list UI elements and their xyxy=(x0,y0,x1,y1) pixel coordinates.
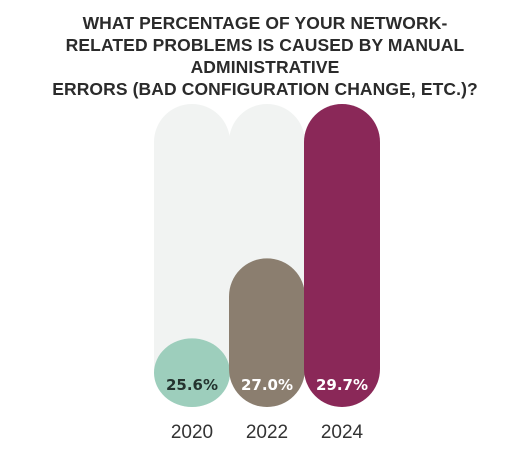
x-tick-label-2020: 2020 xyxy=(171,422,213,443)
x-tick-label-2022: 2022 xyxy=(246,422,288,443)
data-label-2022: 27.0% xyxy=(241,376,293,394)
data-label-2024: 29.7% xyxy=(316,376,368,394)
bar-2022 xyxy=(229,258,305,407)
data-label-2020: 25.6% xyxy=(166,376,218,394)
bar-track-2020 xyxy=(154,104,230,407)
chart-title-line-1: WHAT PERCENTAGE OF YOUR NETWORK- xyxy=(82,13,448,33)
x-tick-label-2024: 2024 xyxy=(321,422,364,443)
chart-title-line-3: ERRORS (BAD CONFIGURATION CHANGE, ETC.)? xyxy=(52,79,478,99)
chart-title: WHAT PERCENTAGE OF YOUR NETWORK- RELATED… xyxy=(0,12,530,100)
bar-2024 xyxy=(304,104,380,407)
chart-title-line-2: RELATED PROBLEMS IS CAUSED BY MANUAL ADM… xyxy=(65,35,465,77)
bar-2020 xyxy=(154,338,230,407)
